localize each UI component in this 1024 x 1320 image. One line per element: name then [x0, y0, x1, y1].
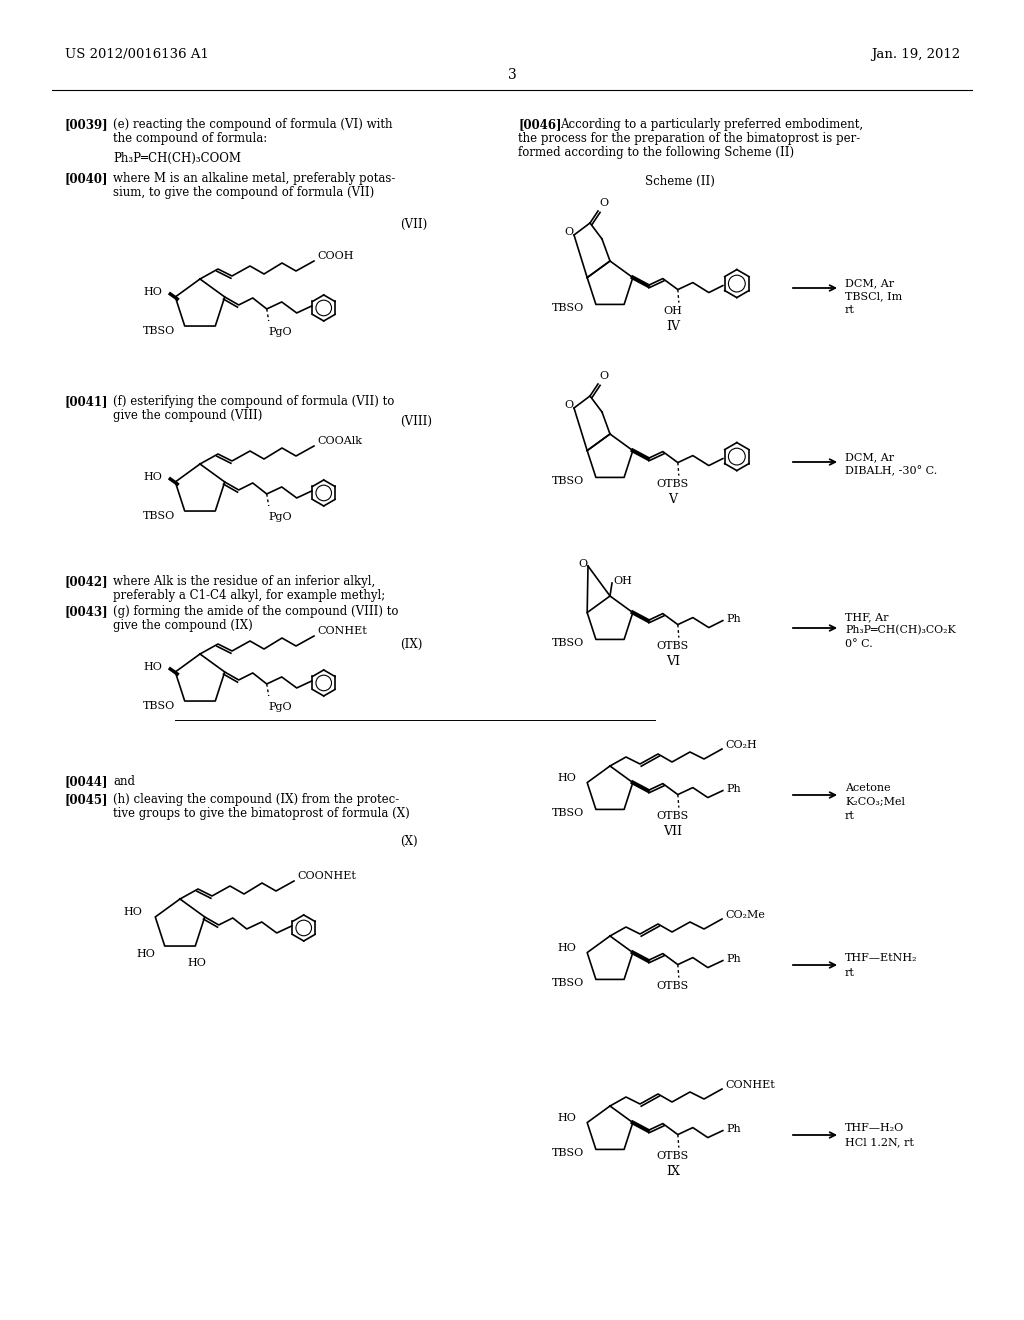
Text: OH: OH: [613, 576, 632, 586]
Text: THF—EtNH₂: THF—EtNH₂: [845, 953, 918, 964]
Text: O: O: [599, 198, 608, 209]
Text: [0039]: [0039]: [65, 117, 109, 131]
Text: COOAlk: COOAlk: [317, 436, 362, 446]
Text: HO: HO: [187, 958, 206, 968]
Text: (f) esterifying the compound of formula (VII) to: (f) esterifying the compound of formula …: [113, 395, 394, 408]
Text: where Alk is the residue of an inferior alkyl,: where Alk is the residue of an inferior …: [113, 576, 375, 587]
Text: formed according to the following Scheme (II): formed according to the following Scheme…: [518, 147, 795, 158]
Text: CONHEt: CONHEt: [725, 1080, 775, 1090]
Text: TBSO: TBSO: [552, 304, 584, 313]
Text: Acetone: Acetone: [845, 783, 891, 793]
Text: [0043]: [0043]: [65, 605, 109, 618]
Text: Ph: Ph: [727, 953, 741, 964]
Text: O: O: [564, 227, 573, 238]
Text: K₂CO₃;Mel: K₂CO₃;Mel: [845, 797, 905, 807]
Text: O: O: [599, 371, 608, 381]
Text: CONHEt: CONHEt: [317, 626, 367, 636]
Text: HO: HO: [557, 772, 577, 783]
Text: (IX): (IX): [400, 638, 422, 651]
Text: TBSO: TBSO: [552, 808, 584, 818]
Text: HO: HO: [143, 661, 162, 672]
Text: rt: rt: [845, 305, 855, 315]
Text: [0041]: [0041]: [65, 395, 109, 408]
Text: HO: HO: [137, 949, 156, 960]
Text: (e) reacting the compound of formula (VI) with: (e) reacting the compound of formula (VI…: [113, 117, 392, 131]
Text: OTBS: OTBS: [656, 810, 689, 821]
Text: rt: rt: [845, 810, 855, 821]
Text: give the compound (VIII): give the compound (VIII): [113, 409, 262, 422]
Text: tive groups to give the bimatoprost of formula (X): tive groups to give the bimatoprost of f…: [113, 807, 410, 820]
Text: According to a particularly preferred embodiment,: According to a particularly preferred em…: [560, 117, 863, 131]
Text: [0045]: [0045]: [65, 793, 109, 807]
Text: HCl 1.2N, rt: HCl 1.2N, rt: [845, 1137, 913, 1147]
Text: O: O: [564, 400, 573, 411]
Text: (VII): (VII): [400, 218, 427, 231]
Text: OTBS: OTBS: [656, 479, 689, 488]
Text: CO₂Me: CO₂Me: [725, 909, 765, 920]
Text: O: O: [578, 558, 587, 569]
Text: Ph: Ph: [727, 1123, 741, 1134]
Text: [0042]: [0042]: [65, 576, 109, 587]
Text: THF—H₂O: THF—H₂O: [845, 1123, 904, 1133]
Text: the process for the preparation of the bimatoprost is per-: the process for the preparation of the b…: [518, 132, 860, 145]
Text: Scheme (II): Scheme (II): [645, 176, 715, 187]
Text: PgO: PgO: [268, 512, 293, 521]
Text: [0044]: [0044]: [65, 775, 109, 788]
Text: OTBS: OTBS: [656, 640, 689, 651]
Text: preferably a C1-C4 alkyl, for example methyl;: preferably a C1-C4 alkyl, for example me…: [113, 589, 385, 602]
Text: Jan. 19, 2012: Jan. 19, 2012: [870, 48, 961, 61]
Text: VII: VII: [664, 825, 682, 838]
Text: 3: 3: [508, 69, 516, 82]
Text: TBSCl, Im: TBSCl, Im: [845, 290, 902, 301]
Text: HO: HO: [557, 942, 577, 953]
Text: OH: OH: [664, 306, 682, 315]
Text: DCM, Ar: DCM, Ar: [845, 451, 894, 462]
Text: VI: VI: [666, 655, 680, 668]
Text: OTBS: OTBS: [656, 1151, 689, 1160]
Text: (g) forming the amide of the compound (VIII) to: (g) forming the amide of the compound (V…: [113, 605, 398, 618]
Text: THF, Ar: THF, Ar: [845, 612, 889, 622]
Text: the compound of formula:: the compound of formula:: [113, 132, 267, 145]
Text: (VIII): (VIII): [400, 414, 432, 428]
Text: where M is an alkaline metal, preferably potas-: where M is an alkaline metal, preferably…: [113, 172, 395, 185]
Text: TBSO: TBSO: [552, 1148, 584, 1159]
Text: TBSO: TBSO: [142, 511, 175, 521]
Text: rt: rt: [845, 968, 855, 978]
Text: OTBS: OTBS: [656, 981, 689, 990]
Text: sium, to give the compound of formula (VII): sium, to give the compound of formula (V…: [113, 186, 374, 199]
Text: PgO: PgO: [268, 702, 293, 711]
Text: TBSO: TBSO: [552, 978, 584, 989]
Text: Ph: Ph: [727, 784, 741, 793]
Text: and: and: [113, 775, 135, 788]
Text: TBSO: TBSO: [142, 701, 175, 711]
Text: 0° C.: 0° C.: [845, 639, 872, 649]
Text: (X): (X): [400, 836, 418, 847]
Text: HO: HO: [143, 473, 162, 482]
Text: CO₂H: CO₂H: [725, 741, 757, 750]
Text: V: V: [669, 492, 677, 506]
Text: IX: IX: [666, 1164, 680, 1177]
Text: (h) cleaving the compound (IX) from the protec-: (h) cleaving the compound (IX) from the …: [113, 793, 399, 807]
Text: TBSO: TBSO: [142, 326, 175, 337]
Text: Ph₃P═CH(CH)₃CO₂K: Ph₃P═CH(CH)₃CO₂K: [845, 624, 955, 635]
Text: HO: HO: [143, 286, 162, 297]
Text: HO: HO: [123, 907, 142, 917]
Text: DIBALH, -30° C.: DIBALH, -30° C.: [845, 466, 937, 477]
Text: HO: HO: [557, 1113, 577, 1122]
Text: TBSO: TBSO: [552, 639, 584, 648]
Text: US 2012/0016136 A1: US 2012/0016136 A1: [65, 48, 209, 61]
Text: give the compound (IX): give the compound (IX): [113, 619, 253, 632]
Text: IV: IV: [666, 319, 680, 333]
Text: Ph₃P═CH(CH)₃COOM: Ph₃P═CH(CH)₃COOM: [113, 152, 241, 165]
Text: TBSO: TBSO: [552, 477, 584, 486]
Text: COOH: COOH: [317, 251, 353, 261]
Text: [0046]: [0046]: [518, 117, 561, 131]
Text: COONHEt: COONHEt: [297, 871, 356, 880]
Text: [0040]: [0040]: [65, 172, 109, 185]
Text: Ph: Ph: [727, 614, 741, 623]
Text: DCM, Ar: DCM, Ar: [845, 279, 894, 288]
Text: PgO: PgO: [268, 327, 293, 337]
